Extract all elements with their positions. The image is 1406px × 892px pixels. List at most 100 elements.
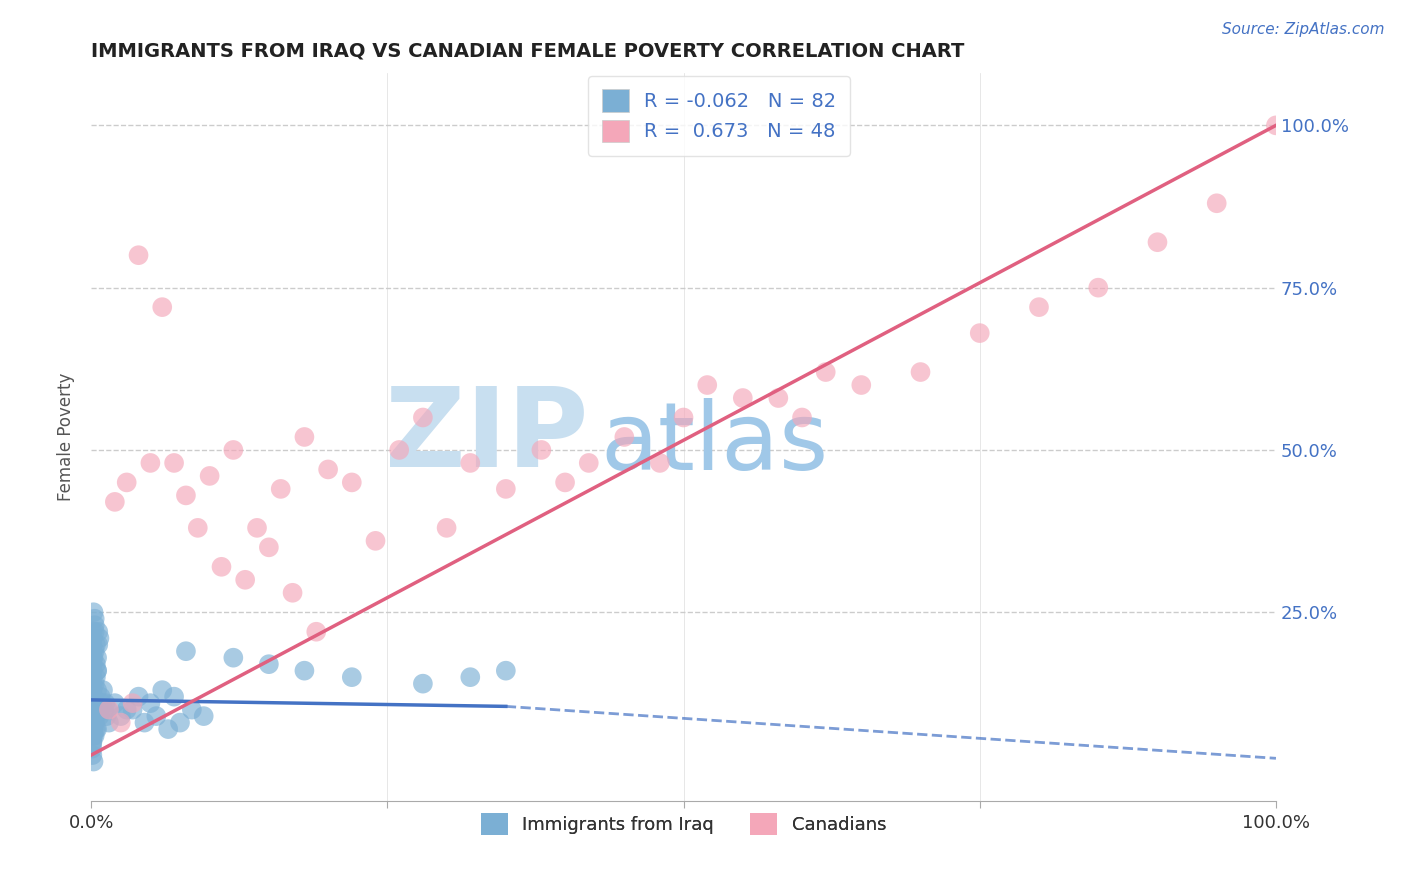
Text: Source: ZipAtlas.com: Source: ZipAtlas.com [1222,22,1385,37]
Point [294,664,316,678]
Point [82,670,104,684]
Point [1265,119,1288,133]
Point [91,683,114,698]
Point [82,735,104,749]
Point [193,709,215,723]
Point [83,612,105,626]
Point [495,482,517,496]
Point [84,638,107,652]
Point [82,676,104,690]
Point [294,430,316,444]
Point [340,475,363,490]
Point [150,300,173,314]
Point [169,715,191,730]
Point [93,703,115,717]
Point [84,696,107,710]
Point [180,703,202,717]
Point [233,573,256,587]
Point [270,482,292,496]
Y-axis label: Female Poverty: Female Poverty [58,373,75,501]
Point [82,644,104,658]
Point [82,747,104,762]
Point [174,488,197,502]
Point [87,624,110,639]
Point [86,722,108,736]
Point [281,586,304,600]
Point [89,631,111,645]
Point [82,638,104,652]
Point [84,670,107,684]
Point [174,644,197,658]
Legend: Immigrants from Iraq, Canadians: Immigrants from Iraq, Canadians [474,805,893,842]
Point [648,456,671,470]
Point [139,456,162,470]
Point [84,722,107,736]
Point [82,696,104,710]
Point [83,676,105,690]
Point [82,690,104,704]
Point [578,456,600,470]
Point [257,541,280,555]
Point [222,442,245,457]
Point [1087,280,1109,294]
Point [83,703,105,717]
Point [83,605,105,619]
Point [316,462,339,476]
Point [198,469,221,483]
Point [128,248,150,262]
Point [246,521,269,535]
Point [211,559,233,574]
Point [104,495,127,509]
Point [84,657,107,672]
Point [187,521,209,535]
Point [90,690,112,704]
Text: IMMIGRANTS FROM IRAQ VS CANADIAN FEMALE POVERTY CORRELATION CHART: IMMIGRANTS FROM IRAQ VS CANADIAN FEMALE … [91,42,965,61]
Point [121,696,143,710]
Point [257,657,280,672]
Point [910,365,932,379]
Point [110,715,132,730]
Point [731,391,754,405]
Point [83,618,105,632]
Point [851,378,873,392]
Point [495,664,517,678]
Text: ZIP: ZIP [385,384,589,491]
Point [82,709,104,723]
Point [97,715,120,730]
Point [82,722,104,736]
Point [458,456,481,470]
Point [82,729,104,743]
Point [82,631,104,645]
Point [83,755,105,769]
Point [222,650,245,665]
Text: atlas: atlas [600,398,830,491]
Point [115,703,138,717]
Point [768,391,790,405]
Point [83,650,105,665]
Point [82,664,104,678]
Point [87,638,110,652]
Point [412,410,434,425]
Point [96,709,118,723]
Point [94,696,117,710]
Point [83,644,105,658]
Point [104,696,127,710]
Point [97,703,120,717]
Point [1028,300,1050,314]
Point [1146,235,1168,250]
Point [82,715,104,730]
Point [139,696,162,710]
Point [163,456,186,470]
Point [97,703,120,717]
Point [128,690,150,704]
Point [163,690,186,704]
Point [86,650,108,665]
Point [340,670,363,684]
Point [82,657,104,672]
Point [86,664,108,678]
Point [969,326,991,340]
Point [121,703,143,717]
Point [388,442,411,457]
Point [83,729,105,743]
Point [83,624,105,639]
